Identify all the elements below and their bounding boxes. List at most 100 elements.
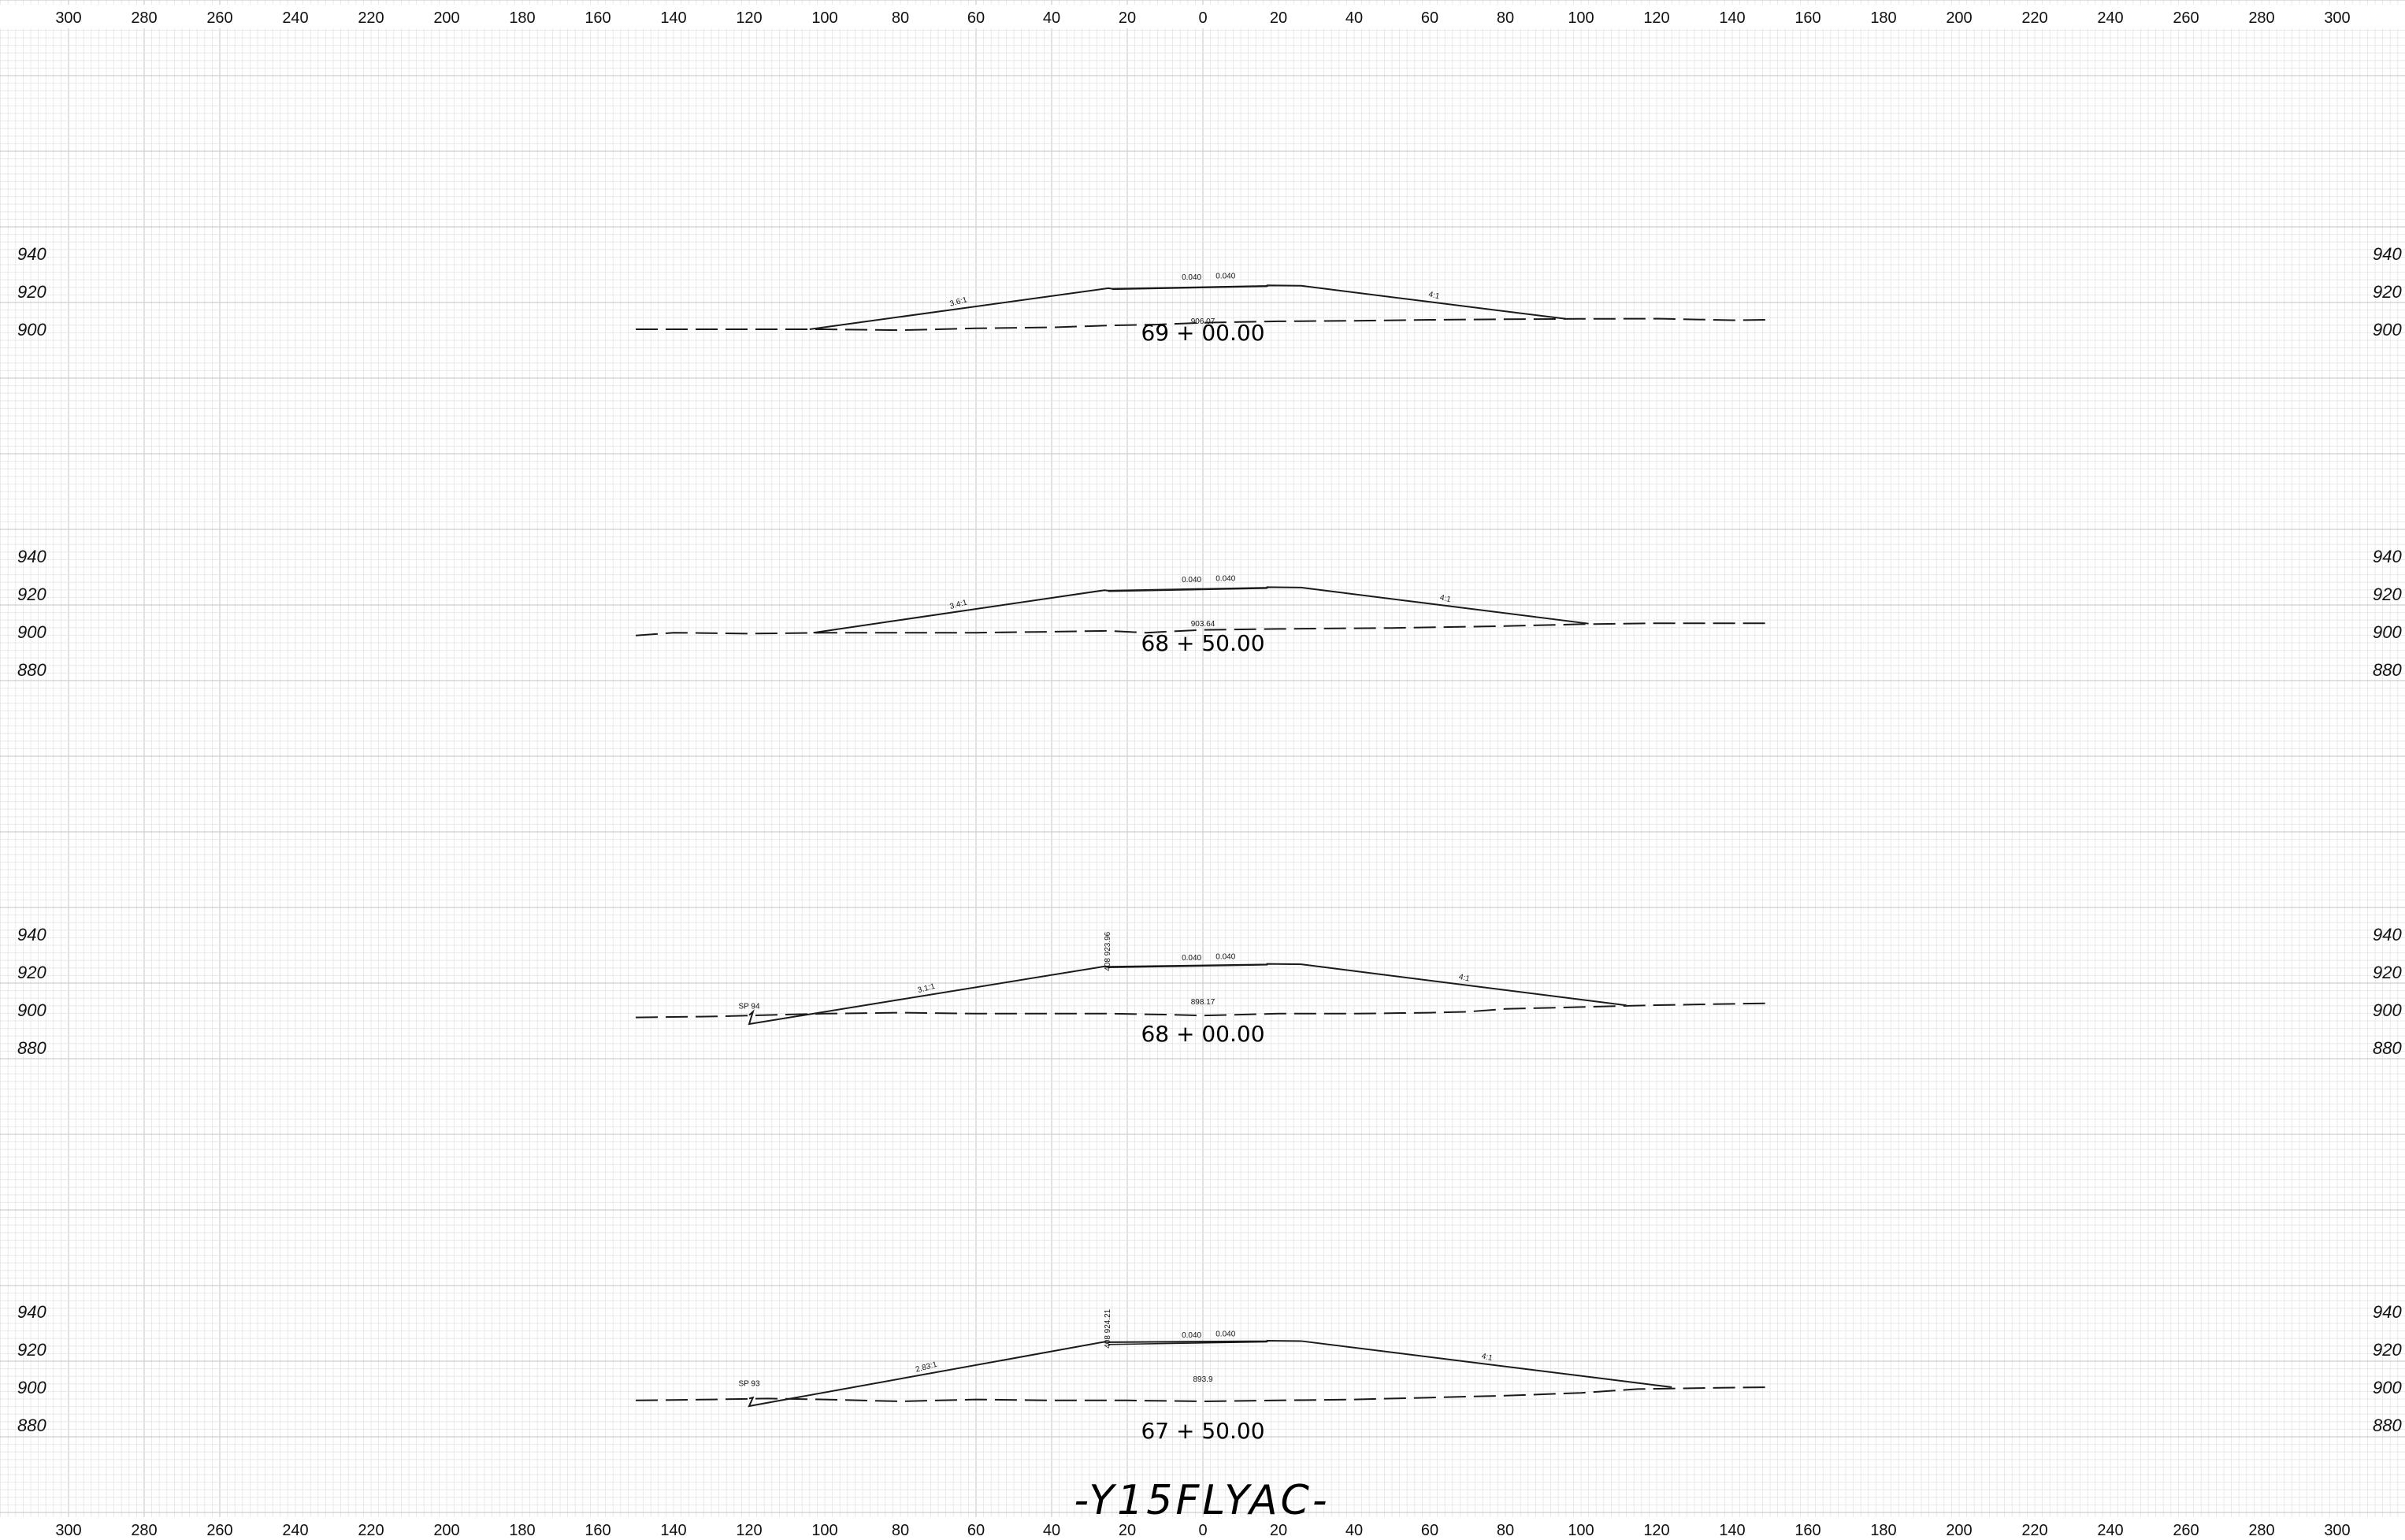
sheet-title: -Y15FLYAC- xyxy=(1074,1477,1330,1524)
ground-elevation-label: 898.17 xyxy=(1191,998,1215,1007)
offset-tick-label: 200 xyxy=(1946,1522,1972,1539)
cross-sections: 940 940 920 920 900 900 3.6:1 4:1 0.040 0.040 906.… xyxy=(17,244,2402,1444)
proposed-template-line xyxy=(748,963,1627,1026)
offset-tick-label: 120 xyxy=(1643,9,1669,27)
offset-tick-label: 220 xyxy=(358,1522,384,1539)
offset-tick-label: 20 xyxy=(1119,9,1136,27)
offset-tick-label: 60 xyxy=(1421,1522,1438,1539)
slope-label-right: 4:1 xyxy=(1439,593,1452,604)
slope-label-left: 3.1:1 xyxy=(917,982,937,995)
elevation-label-right: 900 xyxy=(2373,320,2402,340)
proposed-template-line xyxy=(813,586,1589,634)
offset-tick-label: 120 xyxy=(1643,1522,1669,1539)
elevation-label-left: 900 xyxy=(17,622,46,642)
cross-slope-right: 0.040 xyxy=(1215,953,1235,962)
elevation-label-left: 880 xyxy=(17,1038,46,1058)
offset-tick-label: 260 xyxy=(2173,1522,2199,1539)
offset-tick-label: 80 xyxy=(892,9,909,27)
offset-tick-label: 120 xyxy=(736,1522,762,1539)
slope-label-right: 4:1 xyxy=(1427,290,1440,301)
elevation-label-left: 880 xyxy=(17,660,46,680)
offset-tick-label: 20 xyxy=(1270,1522,1287,1539)
cross-slope-right: 0.040 xyxy=(1215,1330,1235,1339)
offset-tick-label: 260 xyxy=(206,9,232,27)
station-label: 67 + 50.00 xyxy=(1141,1418,1264,1444)
elevation-label-right: 880 xyxy=(2373,1038,2402,1058)
offset-tick-label: 0 xyxy=(1198,1522,1207,1539)
elevation-label-right: 940 xyxy=(2373,1302,2402,1322)
slope-label-left: 3.6:1 xyxy=(949,295,969,308)
elevation-label-left: 940 xyxy=(17,547,46,566)
offset-tick-label: 160 xyxy=(1794,9,1820,27)
elevation-label-right: 940 xyxy=(2373,925,2402,944)
offset-tick-label: 40 xyxy=(1043,1522,1060,1539)
elevation-label-right: 880 xyxy=(2373,1416,2402,1435)
cross-slope-right: 0.040 xyxy=(1215,575,1235,584)
axis-band xyxy=(0,1517,2405,1540)
ground-elevation-label: 893.9 xyxy=(1193,1375,1212,1384)
offset-tick-label: 160 xyxy=(585,1522,611,1539)
elevation-label-left: 920 xyxy=(17,584,46,604)
proposed-template-line xyxy=(809,284,1566,330)
offset-tick-label: 200 xyxy=(433,1522,459,1539)
elevation-label-left: 940 xyxy=(17,925,46,944)
offset-tick-label: 240 xyxy=(282,9,308,27)
offset-tick-label: 100 xyxy=(811,9,837,27)
elevation-label-left: 900 xyxy=(17,1000,46,1020)
offset-tick-label: 0 xyxy=(1198,9,1207,27)
elevation-label-right: 920 xyxy=(2373,282,2402,302)
slope-label-right: 4:1 xyxy=(1481,1352,1494,1363)
cross-slope-left: 0.040 xyxy=(1182,273,1201,282)
offset-tick-label: 20 xyxy=(1270,9,1287,27)
offset-tick-label: 160 xyxy=(585,9,611,27)
cross-section-3: 940 940 920 920 900 900 880 880 3.1:1 4:1 0.040 0.0… xyxy=(17,925,2402,1058)
offset-tick-label: 280 xyxy=(2248,9,2274,27)
offset-tick-label: 220 xyxy=(2021,1522,2047,1539)
offset-tick-label: 160 xyxy=(1794,1522,1820,1539)
cross-section-2: 940 940 920 920 900 900 880 880 3.4:1 4:1 0.040 0.0… xyxy=(17,547,2402,680)
cross-slope-right: 0.040 xyxy=(1215,273,1235,281)
offset-tick-label: 60 xyxy=(967,1522,985,1539)
vertical-elevation-label: 408 923.96 xyxy=(1104,931,1112,970)
offset-tick-label: 240 xyxy=(282,1522,308,1539)
offset-tick-label: 100 xyxy=(811,1522,837,1539)
offset-tick-label: 300 xyxy=(2324,9,2350,27)
elevation-label-right: 880 xyxy=(2373,660,2402,680)
offset-tick-label: 220 xyxy=(2021,9,2047,27)
station-label: 68 + 50.00 xyxy=(1141,630,1264,656)
station-label: 69 + 00.00 xyxy=(1141,320,1264,346)
elevation-label-right: 900 xyxy=(2373,1378,2402,1397)
offset-tick-label: 240 xyxy=(2097,9,2123,27)
elevation-label-right: 900 xyxy=(2373,622,2402,642)
axis-band xyxy=(0,5,2405,28)
offset-tick-label: 140 xyxy=(660,9,686,27)
offset-tick-label: 140 xyxy=(1719,9,1745,27)
pavement-subgrade-line xyxy=(1108,588,1267,592)
bottom-offset-axis: 300 280 260 240 220 200 180 160 140 120 100 80 60 40 2… xyxy=(0,1517,2405,1540)
offset-tick-label: 100 xyxy=(1568,1522,1594,1539)
elevation-label-left: 900 xyxy=(17,320,46,340)
elevation-label-left: 920 xyxy=(17,282,46,302)
elevation-label-left: 880 xyxy=(17,1416,46,1435)
top-offset-axis: 300 280 260 240 220 200 180 160 140 120 100 80 60 40 2… xyxy=(0,5,2405,28)
elevation-label-right: 920 xyxy=(2373,584,2402,604)
slope-label-right: 4:1 xyxy=(1458,973,1471,984)
elevation-label-right: 940 xyxy=(2373,244,2402,264)
offset-tick-label: 100 xyxy=(1568,9,1594,27)
vertical-elevation-label: 408 924.21 xyxy=(1104,1308,1112,1348)
offset-tick-label: 40 xyxy=(1043,9,1060,27)
existing-ground-line xyxy=(635,1386,1771,1403)
cross-section-1: 940 940 920 920 900 900 3.6:1 4:1 0.040 0.040 906.… xyxy=(17,244,2402,346)
pavement-subgrade-line xyxy=(1108,964,1267,969)
offset-tick-label: 140 xyxy=(1719,1522,1745,1539)
offset-tick-label: 220 xyxy=(358,9,384,27)
offset-tick-label: 180 xyxy=(509,9,535,27)
offset-tick-label: 180 xyxy=(509,1522,535,1539)
station-label: 68 + 00.00 xyxy=(1141,1021,1264,1047)
offset-tick-label: 60 xyxy=(1421,9,1438,27)
ground-elevation-label: 903.64 xyxy=(1191,620,1215,629)
point-label: SP 93 xyxy=(738,1379,759,1388)
offset-tick-label: 80 xyxy=(1497,1522,1514,1539)
